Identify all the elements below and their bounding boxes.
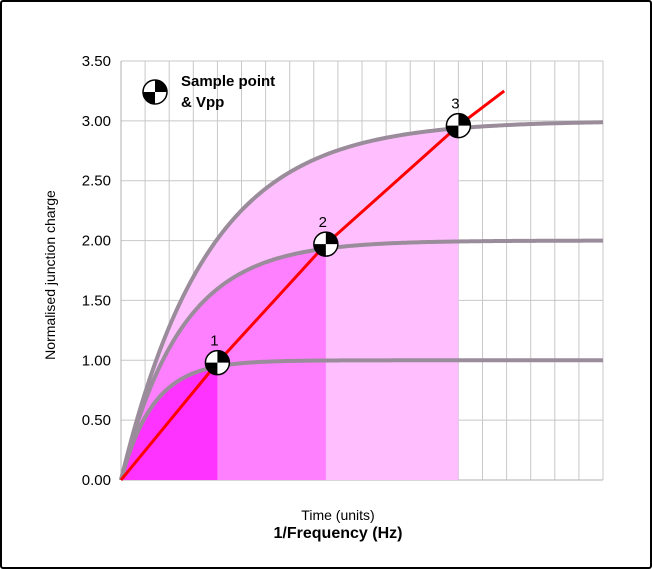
y-tick-labels: 0.00 0.50 1.00 1.50 2.00 2.50 3.00 3.50 — [82, 53, 111, 489]
marker-quadrant — [205, 362, 218, 375]
legend-marker — [142, 79, 168, 105]
y-tick-label: 0.50 — [82, 412, 111, 429]
marker-quadrant — [217, 350, 230, 363]
sample-point-marker — [204, 349, 231, 376]
marker-quadrant — [313, 244, 326, 257]
y-tick-label: 1.00 — [82, 352, 111, 369]
legend-label-line2: & Vpp — [181, 94, 224, 111]
x-axis-subtitle: 1/Frequency (Hz) — [274, 525, 403, 542]
sample-point-marker — [445, 112, 472, 139]
sample-points: 1 2 3 — [204, 96, 472, 376]
x-axis-title: Time (units) — [301, 507, 374, 523]
y-tick-label: 3.00 — [82, 113, 111, 130]
sample-point-label: 2 — [319, 214, 327, 231]
marker-quadrant — [325, 232, 338, 245]
marker-quadrant — [458, 113, 471, 126]
charging-curve — [119, 358, 603, 481]
charging-curve — [119, 238, 604, 481]
marker-quadrant — [143, 92, 155, 104]
sample-point-label: 1 — [210, 333, 218, 350]
y-tick-label: 1.50 — [82, 292, 111, 309]
charging-curve — [119, 120, 604, 481]
y-axis-title: Normalised junction charge — [42, 190, 58, 360]
charging-curves — [119, 120, 604, 481]
y-tick-label: 3.50 — [82, 53, 111, 70]
marker-quadrant — [446, 125, 459, 138]
marker-quadrant — [155, 80, 167, 92]
y-tick-label: 2.00 — [82, 233, 111, 250]
sample-point-marker — [313, 231, 339, 257]
y-tick-label: 0.00 — [82, 472, 111, 489]
sample-point-marker-icon — [142, 79, 168, 105]
sample-point-label: 3 — [451, 96, 459, 113]
legend: Sample point & Vpp — [142, 73, 275, 111]
y-tick-label: 2.50 — [82, 173, 111, 190]
legend-label-line1: Sample point — [181, 73, 275, 90]
